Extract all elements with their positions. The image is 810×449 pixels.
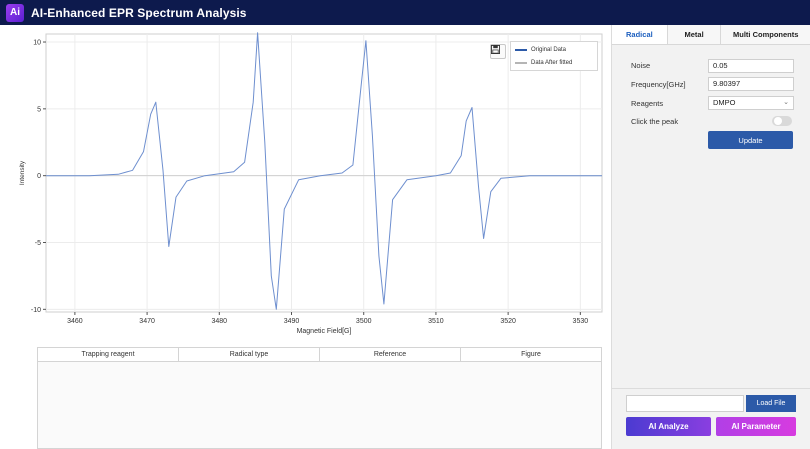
settings-panel: Radical Metal Multi Components Noise 0.0… bbox=[611, 25, 810, 449]
panel-tabs: Radical Metal Multi Components bbox=[612, 25, 810, 45]
legend-original-label: Original Data bbox=[531, 47, 567, 53]
spectrum-chart: 3460 3470 3480 3490 3500 3510 3520 3530 10 5 0 -5 -1… bbox=[19, 32, 603, 335]
spectrum-plot[interactable]: 3460 3470 3480 3490 3500 3510 3520 3530 10 5 0 -5 -1… bbox=[0, 25, 611, 335]
x-tick-label: 3530 bbox=[573, 318, 589, 325]
app-logo: Ai bbox=[6, 3, 24, 22]
legend-fitted-label: Data After fitted bbox=[531, 60, 573, 66]
tab-multi-components[interactable]: Multi Components bbox=[733, 30, 799, 39]
frequency-input[interactable]: 9.80397 bbox=[708, 77, 794, 91]
update-button[interactable]: Update bbox=[708, 131, 793, 149]
tab-radical[interactable]: Radical bbox=[612, 25, 668, 44]
reagents-select[interactable]: DMPO ⌄ bbox=[708, 96, 794, 110]
x-tick-label: 3480 bbox=[212, 318, 228, 325]
table-header: Trapping reagent Radical type Reference … bbox=[38, 348, 601, 362]
series-line-original-data bbox=[46, 32, 602, 310]
legend-fitted-swatch bbox=[515, 62, 527, 64]
header-radical-type[interactable]: Radical type bbox=[179, 348, 320, 361]
x-tick-label: 3470 bbox=[139, 318, 155, 325]
header-figure[interactable]: Figure bbox=[521, 351, 541, 358]
x-axis-label: Magnetic Field[G] bbox=[297, 328, 352, 335]
x-tick-label: 3490 bbox=[284, 318, 300, 325]
main-panel: 3460 3470 3480 3490 3500 3510 3520 3530 10 5 0 -5 -1… bbox=[0, 25, 611, 449]
tab-metal[interactable]: Metal bbox=[668, 25, 722, 44]
x-tick-label: 3500 bbox=[356, 318, 372, 325]
reagents-value: DMPO bbox=[713, 98, 736, 107]
noise-input[interactable]: 0.05 bbox=[708, 59, 794, 73]
plot-frame bbox=[45, 33, 603, 313]
legend-original-swatch bbox=[515, 49, 527, 51]
chevron-down-icon: ⌄ bbox=[783, 99, 789, 106]
frequency-label: Frequency[GHz] bbox=[631, 80, 686, 89]
ai-parameter-button[interactable]: AI Parameter bbox=[716, 417, 796, 436]
x-tick-label: 3520 bbox=[500, 318, 516, 325]
title-bar: Ai AI-Enhanced EPR Spectrum Analysis bbox=[0, 0, 810, 25]
chart-legend: Original Data Data After fitted bbox=[510, 41, 598, 71]
y-tick-label: -5 bbox=[35, 240, 41, 247]
toggle-knob bbox=[774, 117, 782, 125]
app-title: AI-Enhanced EPR Spectrum Analysis bbox=[31, 5, 247, 20]
x-tick-label: 3510 bbox=[428, 318, 444, 325]
results-table: Trapping reagent Radical type Reference … bbox=[37, 347, 602, 449]
action-area: Load File AI Analyze AI Parameter bbox=[612, 388, 810, 449]
x-tick-label: 3460 bbox=[67, 318, 83, 325]
noise-label: Noise bbox=[631, 61, 651, 70]
y-axis-label: Intensity bbox=[19, 160, 26, 185]
ai-analyze-button[interactable]: AI Analyze bbox=[626, 417, 711, 436]
save-icon[interactable] bbox=[490, 44, 506, 59]
y-tick-label: 10 bbox=[33, 40, 41, 47]
y-tick-label: 5 bbox=[37, 106, 41, 113]
reagents-label: Reagents bbox=[631, 99, 664, 108]
click-peak-label: Click the peak bbox=[631, 117, 679, 126]
click-peak-toggle[interactable] bbox=[772, 116, 792, 126]
y-tick-label: 0 bbox=[37, 173, 41, 180]
file-path-input[interactable] bbox=[626, 395, 744, 412]
header-trapping-reagent[interactable]: Trapping reagent bbox=[38, 348, 179, 361]
load-file-button[interactable]: Load File bbox=[746, 395, 796, 412]
header-reference[interactable]: Reference bbox=[320, 348, 461, 361]
y-tick-label: -10 bbox=[31, 307, 41, 314]
